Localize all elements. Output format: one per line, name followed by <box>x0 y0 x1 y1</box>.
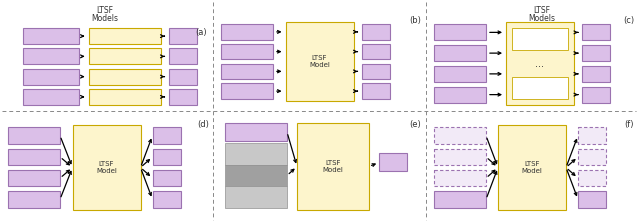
Bar <box>379 153 407 171</box>
Bar <box>512 77 568 99</box>
Bar <box>434 87 486 103</box>
Bar <box>22 28 78 44</box>
Text: Models: Models <box>528 14 556 23</box>
Bar <box>582 87 610 103</box>
Bar <box>297 123 369 210</box>
Bar <box>434 24 486 40</box>
Bar <box>152 170 181 186</box>
Bar <box>89 89 161 105</box>
Text: (a): (a) <box>195 28 207 37</box>
Bar <box>8 127 60 144</box>
Bar <box>362 44 390 59</box>
Bar <box>89 69 161 85</box>
Bar <box>168 48 197 64</box>
Bar <box>221 83 273 99</box>
Bar <box>22 48 78 64</box>
Text: LTSF
Model: LTSF Model <box>323 160 343 173</box>
Bar <box>578 191 606 208</box>
Bar <box>362 83 390 99</box>
Text: (b): (b) <box>409 16 421 25</box>
Bar <box>168 89 197 105</box>
Bar <box>22 89 78 105</box>
Bar <box>285 22 353 101</box>
Text: ...: ... <box>535 59 544 69</box>
Text: (f): (f) <box>625 120 634 129</box>
Bar <box>434 170 486 186</box>
Bar <box>582 45 610 61</box>
Bar <box>362 64 390 79</box>
Bar <box>152 191 181 208</box>
Bar <box>8 191 60 208</box>
Text: LTSF: LTSF <box>96 6 114 15</box>
Bar <box>225 123 287 141</box>
Text: LTSF: LTSF <box>533 6 551 15</box>
Bar <box>498 125 566 210</box>
Bar <box>89 28 161 44</box>
Bar <box>22 69 78 85</box>
Bar <box>221 44 273 59</box>
Bar <box>434 66 486 82</box>
Bar <box>8 170 60 186</box>
Bar <box>225 186 287 208</box>
Text: LTSF
Model: LTSF Model <box>521 161 542 174</box>
Bar <box>512 28 568 50</box>
Text: (c): (c) <box>623 16 634 25</box>
Text: LTSF
Model: LTSF Model <box>309 55 330 68</box>
Bar <box>8 149 60 165</box>
Text: (e): (e) <box>409 120 421 129</box>
Bar <box>152 127 181 144</box>
Bar <box>225 143 287 165</box>
Bar <box>578 127 606 144</box>
Bar <box>168 28 197 44</box>
Bar <box>168 69 197 85</box>
Text: (d): (d) <box>197 120 209 129</box>
Bar <box>225 165 287 186</box>
Bar <box>582 24 610 40</box>
Bar <box>434 45 486 61</box>
Bar <box>434 191 486 208</box>
Bar <box>221 24 273 40</box>
Bar <box>221 64 273 79</box>
Text: LTSF
Model: LTSF Model <box>96 161 117 174</box>
Bar <box>582 66 610 82</box>
Bar <box>434 127 486 144</box>
Text: Models: Models <box>91 14 119 23</box>
Bar <box>362 24 390 40</box>
Bar <box>434 149 486 165</box>
Bar <box>89 48 161 64</box>
Bar <box>578 170 606 186</box>
Bar <box>506 22 574 105</box>
Bar <box>578 149 606 165</box>
Bar <box>152 149 181 165</box>
Bar <box>73 125 140 210</box>
